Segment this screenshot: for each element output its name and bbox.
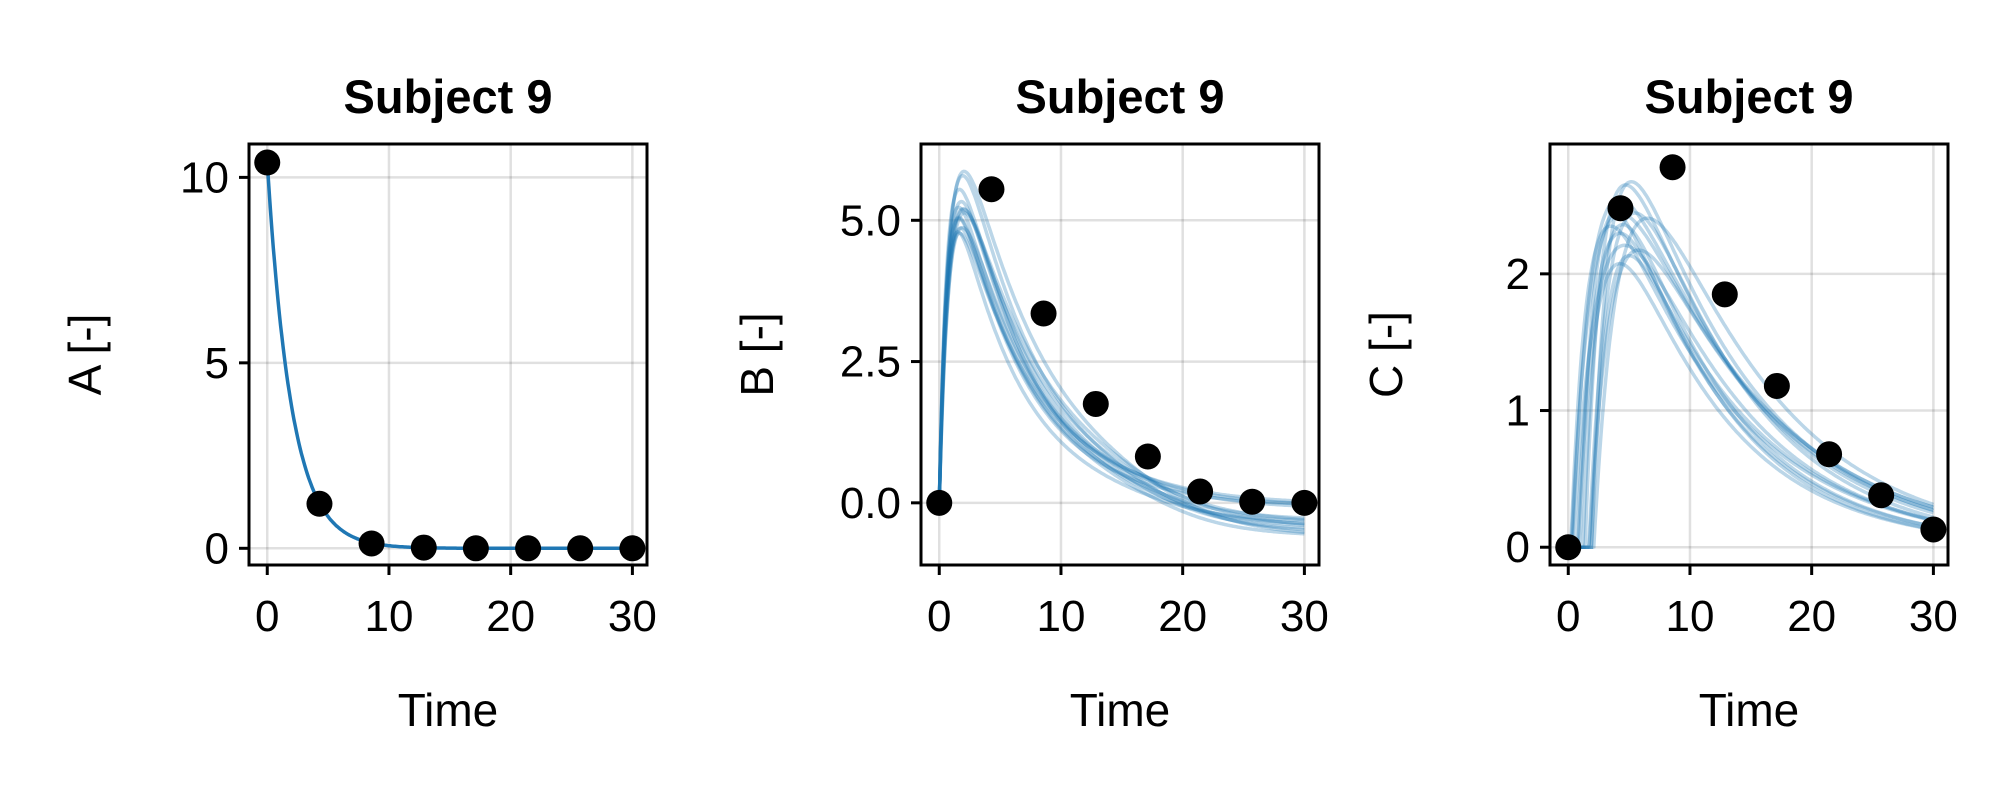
model-curve-12: [937, 211, 1305, 526]
model-curve-10: [937, 187, 1305, 522]
observation-point: [1239, 488, 1266, 515]
y-tick-label: 0.0: [840, 479, 901, 528]
observation-point: [567, 535, 594, 562]
chart-title: Subject 9: [1645, 70, 1854, 123]
observation-point: [1868, 482, 1895, 509]
model-curve-3: [937, 230, 1305, 523]
y-tick-label: 0: [205, 524, 229, 573]
axes-frame: [247, 142, 649, 567]
observation-point: [1607, 195, 1634, 222]
model-curves: [937, 169, 1305, 536]
model-curve-4: [937, 199, 1305, 530]
x-axis-label: Time: [1070, 684, 1171, 736]
x-tick-label: 0: [1556, 592, 1580, 641]
y-axis-label: C [-]: [1360, 311, 1412, 398]
x-tick-label: 20: [1787, 592, 1836, 641]
x-tick-label: 30: [608, 592, 657, 641]
chart-panel-3: 0 10 20 30 0 1 2 Subject 9 Time C [-]: [1360, 70, 1958, 736]
y-tick-label: 5.0: [840, 196, 901, 245]
observation-point: [462, 535, 489, 562]
x-tick-label: 20: [1158, 592, 1207, 641]
x-tick-label: 10: [1036, 592, 1085, 641]
observation-point: [1082, 390, 1109, 417]
observation-point: [619, 535, 646, 562]
model-curve-6: [1568, 261, 1934, 549]
model-curve-1: [937, 216, 1305, 536]
model-curve-14: [937, 215, 1305, 520]
model-curve-5: [937, 173, 1305, 532]
observation-point: [1763, 372, 1790, 399]
y-tick-label: 1: [1506, 387, 1530, 436]
chart-panel-2: 0 10 20 30 0.0 2.5 5.0 Subject 9 Time B [-]: [731, 70, 1329, 736]
y-tick-label: 0: [1506, 523, 1530, 572]
y-tick-label: 2.5: [840, 338, 901, 387]
model-curve-2: [1568, 231, 1934, 549]
x-tick-label: 10: [364, 592, 413, 641]
y-tick-label: 5: [205, 339, 229, 388]
observation-point: [1920, 516, 1947, 543]
observation-point: [978, 176, 1005, 203]
observation-point: [1816, 441, 1843, 468]
model-curve-7: [937, 169, 1305, 535]
y-axis-label: B [-]: [731, 312, 783, 396]
observation-point: [515, 535, 542, 562]
observation-point: [1030, 300, 1057, 327]
x-tick-label: 0: [927, 592, 951, 641]
observation-point: [254, 149, 281, 176]
x-tick-label: 30: [1909, 592, 1958, 641]
x-tick-label: 10: [1665, 592, 1714, 641]
y-tick-label: 2: [1506, 250, 1530, 299]
observation-point: [1555, 534, 1582, 561]
y-tick-label: 10: [180, 153, 229, 202]
observation-point: [1187, 478, 1214, 505]
observation-point: [306, 490, 333, 517]
x-axis-label: Time: [398, 684, 499, 736]
observation-point: [1134, 443, 1161, 470]
x-axis-label: Time: [1699, 684, 1800, 736]
x-tick-label: 20: [486, 592, 535, 641]
chart-title: Subject 9: [344, 70, 553, 123]
axes-frame: [919, 142, 1321, 567]
model-curve-13: [1568, 216, 1935, 549]
observation-point: [1291, 489, 1318, 516]
axes-frame: [1548, 142, 1950, 567]
observation-point: [410, 534, 437, 561]
model-curves: [265, 162, 633, 551]
y-axis-label: A [-]: [59, 314, 111, 396]
observation-point: [926, 489, 953, 516]
chart-panel-1: 0 10 20 30 0 5 10 Subject 9 Time A [-]: [59, 70, 657, 736]
model-curve-1: [265, 162, 633, 551]
model-curve-6: [937, 206, 1305, 526]
model-curves: [1568, 179, 1935, 549]
observation-point: [358, 530, 385, 557]
x-tick-label: 30: [1280, 592, 1329, 641]
model-curve-11: [937, 207, 1305, 527]
observation-point: [1659, 154, 1686, 181]
observation-point: [1711, 281, 1738, 308]
model-curve-7: [1568, 222, 1934, 549]
x-tick-label: 0: [255, 592, 279, 641]
chart-title: Subject 9: [1016, 70, 1225, 123]
model-curve-10: [1568, 212, 1934, 549]
